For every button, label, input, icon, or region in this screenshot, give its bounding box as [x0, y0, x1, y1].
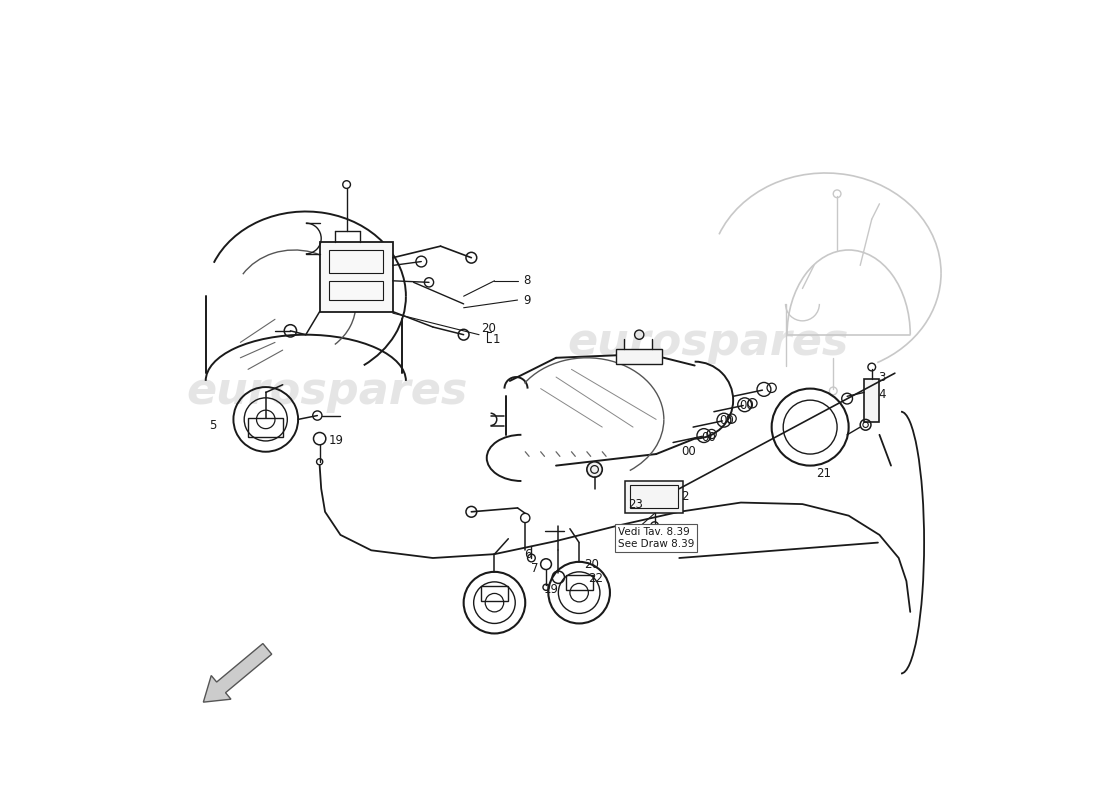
Bar [329, 250, 383, 273]
Text: 3: 3 [878, 370, 886, 383]
Text: 7: 7 [531, 562, 539, 575]
Text: 23: 23 [628, 498, 642, 510]
Text: 8: 8 [522, 274, 530, 287]
Text: 9: 9 [522, 294, 530, 306]
Text: 5: 5 [209, 419, 217, 432]
Text: 20: 20 [482, 322, 496, 335]
Circle shape [586, 462, 603, 477]
Bar [865, 379, 880, 422]
Bar [630, 485, 678, 508]
Text: 19: 19 [329, 434, 344, 447]
Bar [566, 575, 593, 590]
Bar [249, 418, 283, 437]
Text: 00: 00 [719, 414, 734, 427]
Text: 00: 00 [681, 446, 695, 458]
Bar [625, 481, 683, 514]
Text: 00: 00 [701, 430, 716, 444]
Text: eurospares: eurospares [186, 370, 468, 413]
Bar [320, 242, 393, 311]
FancyArrow shape [204, 643, 272, 702]
Bar [329, 281, 383, 300]
Text: Vedi Tav. 8.39
See Draw 8.39: Vedi Tav. 8.39 See Draw 8.39 [618, 527, 694, 549]
Text: 4: 4 [878, 388, 886, 402]
Bar [482, 586, 508, 601]
Text: 2: 2 [681, 490, 689, 503]
Text: 19: 19 [543, 583, 559, 596]
Bar [616, 349, 662, 364]
Text: 22: 22 [588, 572, 604, 586]
Text: 1: 1 [493, 333, 500, 346]
Text: 21: 21 [816, 467, 832, 480]
Text: 20: 20 [584, 558, 598, 570]
Text: eurospares: eurospares [568, 321, 848, 364]
Text: 6: 6 [524, 549, 531, 562]
Text: 00: 00 [739, 399, 755, 412]
